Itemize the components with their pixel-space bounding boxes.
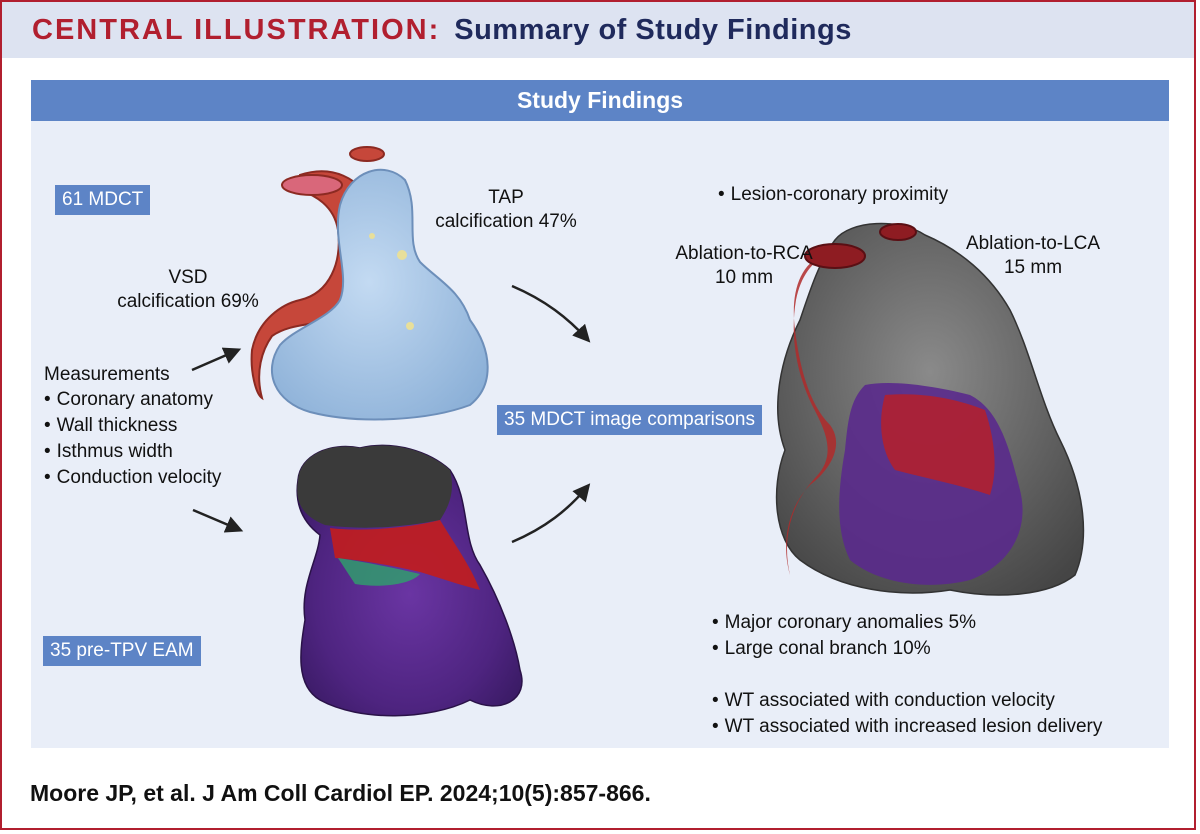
composite-scar-overlay — [881, 394, 995, 495]
eam-scar-region — [330, 520, 480, 590]
measurement-item: Wall thickness — [44, 413, 221, 439]
ablation-rca-label: Ablation-to-RCA 10 mm — [660, 242, 828, 290]
calcification-spot — [369, 233, 375, 239]
central-illustration-label: CENTRAL ILLUSTRATION: — [32, 13, 441, 46]
eam-count-tag: 35 pre-TPV EAM — [43, 636, 201, 666]
tap-label-line2: calcification 47% — [435, 211, 577, 232]
study-findings-banner: Study Findings — [31, 80, 1169, 121]
ablation-rca-line2: 10 mm — [714, 267, 774, 288]
ablation-lca-line1: Ablation-to-LCA — [965, 233, 1101, 254]
arrow-ct-to-comparison — [511, 284, 591, 343]
wt-finding-item: WT associated with conduction velocity — [712, 688, 1102, 714]
tap-calcification-label: TAP calcification 47% — [420, 186, 592, 234]
ct-heart-body — [271, 168, 489, 421]
eam-unmapped-region — [297, 445, 452, 528]
figure-title: Summary of Study Findings — [454, 13, 852, 46]
composite-pa-opening — [879, 223, 917, 241]
ct-heart-model — [250, 146, 489, 421]
coronary-finding-item: Large conal branch 10% — [712, 636, 976, 662]
wt-finding-item: WT associated with increased lesion deli… — [712, 714, 1103, 740]
ablation-lca-line2: 15 mm — [1003, 257, 1063, 278]
tap-label-line1: TAP — [488, 187, 524, 208]
arrow-eam-to-comparison — [511, 483, 591, 544]
eam-heart-model — [296, 444, 523, 717]
vsd-calcification-label: VSD calcification 69% — [100, 266, 276, 314]
vsd-label-line2: calcification 69% — [117, 291, 259, 312]
coronary-findings-list: Major coronary anomalies 5% Large conal … — [712, 610, 976, 662]
arrow-to-eam — [192, 508, 244, 533]
eam-border-zone — [338, 558, 420, 586]
proximity-item: Lesion-coronary proximity — [718, 182, 949, 208]
calcification-spot — [397, 250, 407, 260]
ablation-rca-line1: Ablation-to-RCA — [675, 243, 813, 264]
image-comparisons-tag: 35 MDCT image comparisons — [497, 405, 762, 435]
title-bar: CENTRAL ILLUSTRATION: Summary of Study F… — [2, 2, 1194, 58]
coronary-finding-item: Major coronary anomalies 5% — [712, 610, 976, 636]
composite-heart-model — [775, 222, 1085, 596]
calcification-spot — [406, 322, 414, 330]
measurement-item: Coronary anatomy — [44, 387, 221, 413]
measurements-list: Coronary anatomy Wall thickness Isthmus … — [44, 387, 222, 491]
measurement-item: Isthmus width — [44, 439, 221, 465]
composite-aorta-opening — [804, 243, 866, 269]
mdct-count-tag: 61 MDCT — [55, 185, 151, 215]
arrow-to-ct — [191, 347, 242, 372]
pulmonary-artery-opening — [349, 146, 385, 162]
measurement-item: Conduction velocity — [44, 465, 222, 491]
proximity-finding: Lesion-coronary proximity — [718, 182, 949, 208]
citation: Moore JP, et al. J Am Coll Cardiol EP. 2… — [30, 780, 651, 806]
vsd-label-line1: VSD — [168, 267, 208, 288]
ablation-lca-label: Ablation-to-LCA 15 mm — [952, 232, 1114, 280]
aorta-opening — [281, 174, 343, 196]
measurements-title: Measurements — [44, 364, 170, 385]
wt-findings-list: WT associated with conduction velocity W… — [712, 688, 1103, 740]
